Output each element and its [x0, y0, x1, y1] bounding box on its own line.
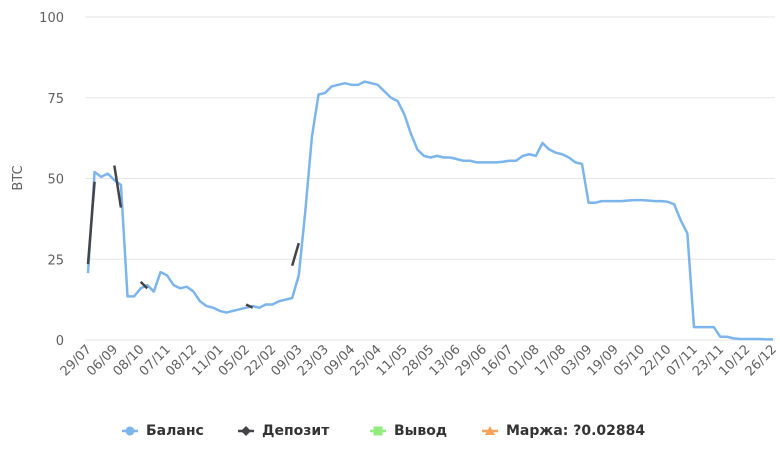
series-line [86, 181, 96, 265]
legend-item: Вывод [370, 423, 447, 439]
series-line [290, 242, 300, 267]
series-line [86, 80, 773, 341]
y-tick-label: 0 [56, 334, 64, 349]
y-tick-label: 100 [39, 11, 64, 26]
legend-label: Депозит [262, 423, 330, 439]
y-axis-title: BTC [11, 165, 26, 190]
series-line [139, 280, 149, 290]
legend-item: Маржа: ?0.02884 [482, 423, 645, 439]
legend-marker [241, 426, 251, 436]
y-tick-label: 25 [47, 253, 64, 268]
legend-item: Депозит [238, 423, 330, 439]
legend-marker [125, 426, 135, 436]
legend-label: Вывод [394, 423, 447, 439]
legend-marker [373, 426, 383, 436]
series-line [245, 303, 254, 309]
legend-item: Баланс [122, 423, 204, 439]
series-line [113, 165, 123, 208]
y-tick-label: 75 [47, 92, 64, 107]
legend-label: Маржа: ?0.02884 [506, 423, 645, 439]
y-tick-label: 50 [47, 173, 64, 188]
legend-label: Баланс [146, 423, 204, 439]
legend-marker [485, 426, 495, 435]
